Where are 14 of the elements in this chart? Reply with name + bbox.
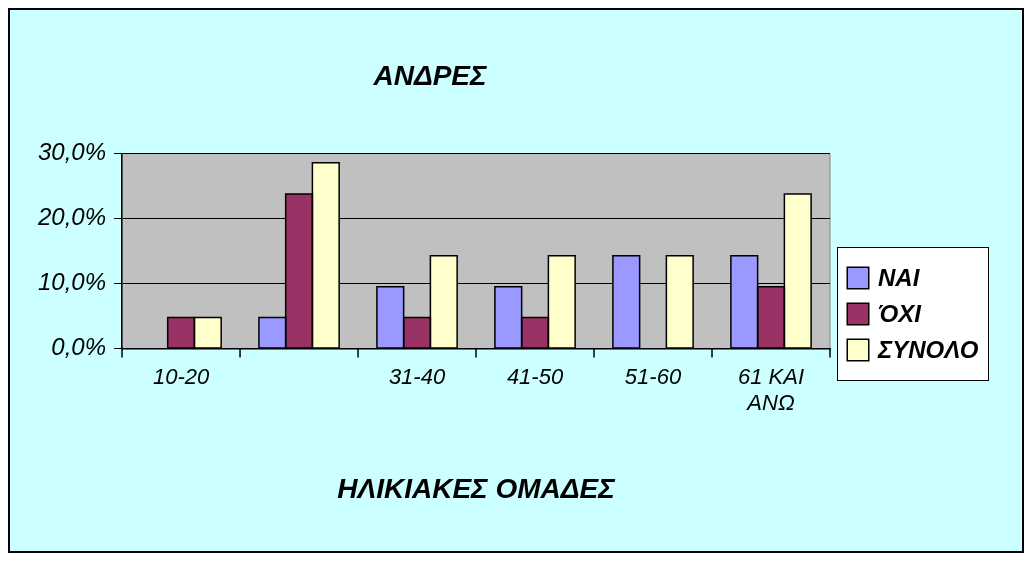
x-tick-label: 10-20	[152, 363, 210, 389]
y-tick-label: 20,0%	[36, 203, 107, 231]
x-axis-title: ΗΛΙΚΙΑΚΕΣ ΟΜΑΔΕΣ	[337, 472, 616, 504]
y-tick-label: 10,0%	[37, 268, 107, 296]
x-tick-label: 61 ΚΑΙ ΑΝΩ	[737, 363, 805, 416]
y-tick-label: 30,0%	[37, 138, 107, 166]
legend-label: ΌΧΙ	[878, 300, 921, 328]
legend-label: ΝΑΙ	[878, 264, 920, 292]
x-tick-label: 31-40	[388, 363, 446, 389]
chart-title: ΑΝΔΡΕΣ	[372, 59, 488, 91]
y-tick-label: 0,0%	[51, 333, 107, 361]
x-tick-label: 41-50	[506, 363, 564, 389]
x-tick-label: 51-60	[624, 363, 682, 389]
legend-label: ΣΥΝΟΛΟ	[878, 336, 979, 364]
